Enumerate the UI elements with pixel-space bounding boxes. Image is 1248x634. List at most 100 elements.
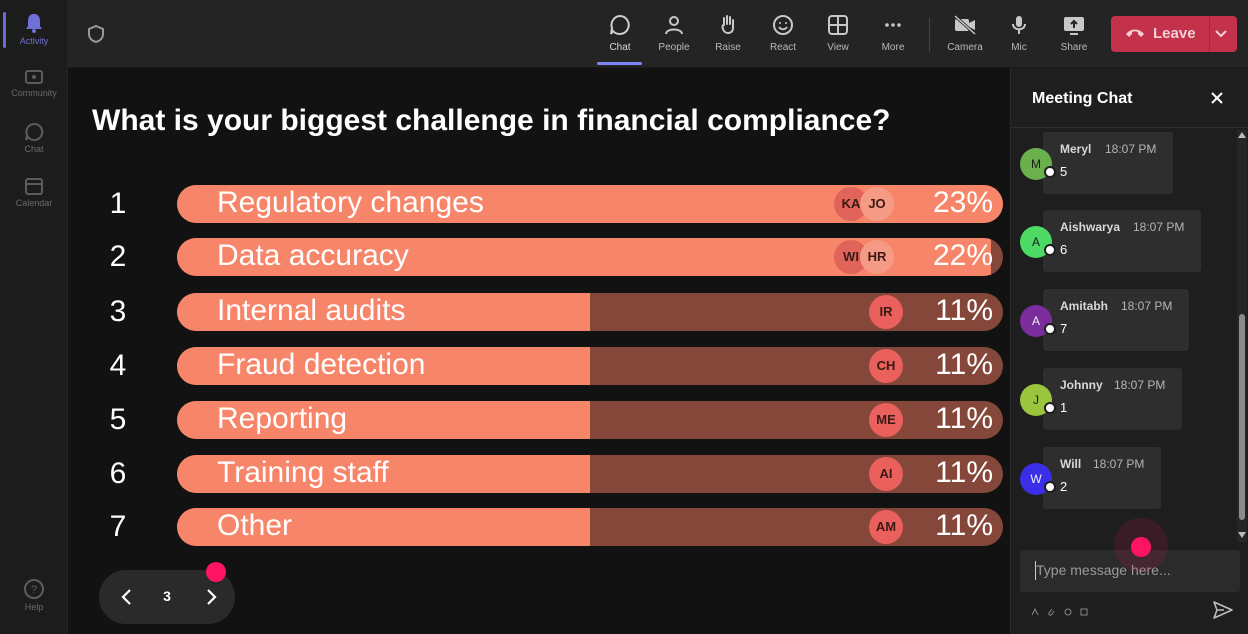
calendar-icon [25,178,43,195]
chat-message-bubble: Johnny 18:07 PM 1 [1043,368,1182,430]
poll-option-label: Fraud detection [217,348,426,381]
share-screen-icon [1064,17,1084,35]
poll-option-bar: Internal audits IR 11% [177,293,1003,331]
poll-option-fill [177,401,590,439]
pager-page-number: 3 [163,588,171,604]
send-icon[interactable] [1212,599,1234,621]
attach-icon[interactable] [1047,603,1055,616]
rail-item-activity[interactable]: Activity [0,12,68,46]
poll-option-bar: Training staff AI 11% [177,455,1003,493]
chat-message: Will 18:07 PM 2 W [1011,447,1231,511]
poll-option-percent: 11% [935,456,993,489]
more-icon [885,23,901,27]
chat-sender-name: Amitabh [1060,299,1108,313]
chat-timestamp: 18:07 PM [1114,378,1166,392]
toolbar-share-button[interactable]: Share [1049,10,1099,60]
chat-scrollbar-thumb[interactable] [1239,314,1245,520]
voter-avatar: CH [869,349,903,383]
poll-option-number: 4 [109,349,127,382]
rail-item-chat[interactable]: Chat [0,122,68,154]
chat-message-text: 2 [1060,479,1068,494]
chat-header: Meeting Chat [1011,68,1248,128]
poll-option-bar: Reporting ME 11% [177,401,1003,439]
poll-option-row: 1 Regulatory changes KA JO 23% [68,185,1010,223]
chat-message-text: 5 [1060,164,1068,179]
chat-message: Amitabh 18:07 PM 7 A [1011,289,1231,353]
toolbar-people-button[interactable]: People [649,10,699,60]
format-icon[interactable] [1031,603,1039,616]
toolbar-share-label: Share [1060,42,1088,53]
emoji-icon[interactable] [1064,603,1072,616]
toolbar-mic-button[interactable]: Mic [994,10,1044,60]
leave-button[interactable]: Leave [1111,16,1237,52]
poll-option-label: Reporting [217,402,348,435]
app-rail: Activity Community Chat Calendar ? Help [0,0,68,634]
toolbar-camera-button[interactable]: Camera [940,10,990,60]
poll-option-bar: Other AM 11% [177,508,1003,546]
chat-title: Meeting Chat [1032,90,1133,107]
gif-icon[interactable] [1080,603,1088,616]
chevron-down-icon[interactable] [1214,28,1228,40]
camera-off-icon [953,14,977,36]
toolbar-more-label: More [881,42,905,53]
toolbar-more-button[interactable]: More [868,10,918,60]
poll-option-number: 6 [109,457,127,490]
poll-option-bar: Regulatory changes KA JO 23% [177,185,1003,223]
rail-label-activity: Activity [19,36,49,46]
poll-option-number: 5 [109,403,127,436]
close-icon[interactable] [1209,90,1225,106]
poll-question: What is your biggest challenge in financ… [92,104,891,137]
poll-option-fill [177,293,590,331]
voter-avatar: AM [869,510,903,544]
rail-item-calendar[interactable]: Calendar [0,176,68,208]
chat-sender-name: Meryl [1060,142,1092,156]
chat-message: Meryl 18:07 PM 5 M [1011,132,1231,196]
chevron-right-icon[interactable] [199,585,223,609]
poll-option-fill [177,347,590,385]
toolbar-raise-button[interactable]: Raise [703,10,753,60]
leave-button-divider [1209,16,1210,52]
poll-option-label: Other [217,509,293,542]
chat-timestamp: 18:07 PM [1105,142,1157,156]
poll-option-fill [177,508,590,546]
rail-item-community[interactable]: Community [0,68,68,98]
rail-item-help[interactable]: ? Help [0,578,68,612]
community-icon [25,70,43,84]
hang-up-icon [1126,29,1144,37]
chat-sender-name: Aishwarya [1060,220,1121,234]
toolbar-camera-label: Camera [947,42,983,53]
voter-avatar: KA [834,187,868,221]
toolbar-view-label: View [827,42,849,53]
poll-option-number: 2 [109,240,127,273]
rail-label-community: Community [11,88,57,98]
message-input[interactable] [1020,550,1240,590]
scroll-down-icon[interactable] [1238,532,1246,538]
bell-icon [26,14,42,33]
meeting-chat-panel: Meeting Chat Meryl 18:07 PM 5 M Aishwarya 18:… [1010,68,1248,634]
toolbar-view-button[interactable]: View [813,10,863,60]
poll-results: What is your biggest challenge in financ… [68,68,1010,634]
chat-timestamp: 18:07 PM [1133,220,1185,234]
toolbar-divider [929,18,930,52]
chat-timestamp: 18:07 PM [1093,457,1145,471]
scroll-up-icon[interactable] [1238,132,1246,138]
chat-message-bubble: Aishwarya 18:07 PM 6 [1043,210,1201,272]
voter-avatar: IR [869,295,903,329]
chat-message: Johnny 18:07 PM 1 J [1011,368,1231,432]
message-compose-box[interactable] [1020,550,1240,592]
rail-label-chat: Chat [24,144,44,154]
text-cursor [1035,561,1036,580]
chat-message-text: 7 [1060,321,1068,336]
chat-sender-name: Will [1060,457,1082,471]
poll-option-percent: 11% [935,509,993,542]
toolbar-react-button[interactable]: React [758,10,808,60]
toolbar-chat-label: Chat [609,42,631,53]
toolbar-chat-button[interactable]: Chat [595,10,645,60]
voter-avatar: HR [860,240,894,274]
chat-timestamp: 18:07 PM [1121,299,1173,313]
shield-icon[interactable] [88,25,104,43]
chevron-left-icon[interactable] [115,585,139,609]
presence-status-icon [1044,244,1056,256]
chat-icon [610,14,630,35]
mic-icon [1012,16,1026,34]
